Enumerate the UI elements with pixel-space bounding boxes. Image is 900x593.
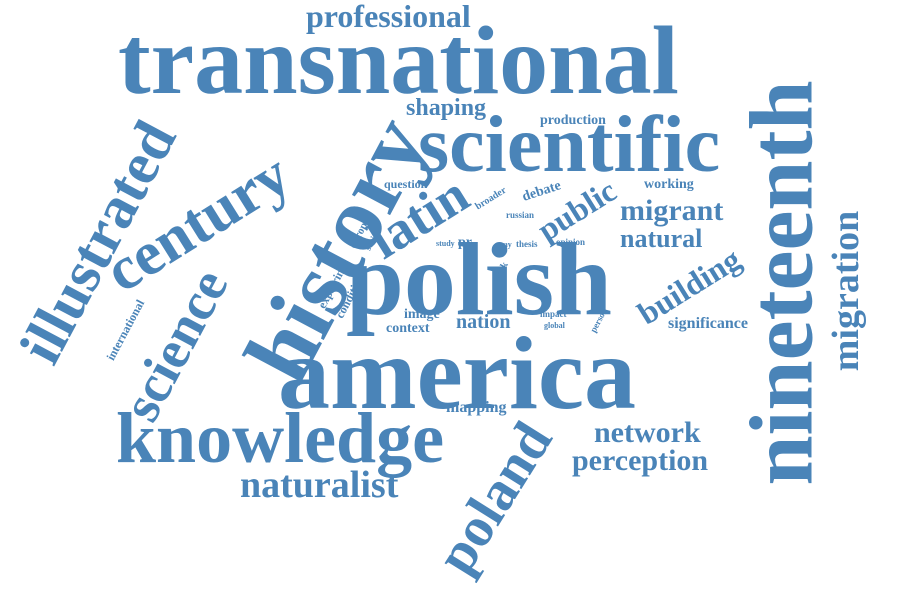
- word-role: role: [464, 260, 476, 268]
- word-professional: professional: [306, 0, 471, 34]
- word-nineteenth: nineteenth: [732, 80, 832, 486]
- word-context: context: [386, 321, 430, 336]
- word-mapping: mapping: [446, 399, 507, 416]
- word-image: image: [404, 307, 440, 322]
- word-scientific: scientific: [418, 101, 721, 189]
- word-pr: pr: [458, 235, 472, 250]
- word-america: america: [278, 316, 637, 431]
- word-migrant: migrant: [620, 194, 724, 227]
- word-case: case: [464, 251, 477, 259]
- word-question: question: [384, 177, 428, 191]
- word-study: study: [436, 239, 455, 248]
- word-perception: perception: [572, 444, 709, 477]
- word-nation: nation: [456, 311, 511, 333]
- word-poland: poland: [424, 411, 565, 585]
- word-global: global: [544, 321, 565, 330]
- word-polish: polish: [346, 222, 612, 337]
- word-russian: russian: [506, 210, 535, 220]
- word-significance: significance: [668, 315, 748, 332]
- word-network: network: [594, 416, 701, 449]
- word-opinion: opinion: [556, 237, 586, 247]
- word-broader: broader: [473, 184, 509, 213]
- word-migration: migration: [825, 210, 868, 372]
- word-natural: natural: [620, 224, 703, 253]
- word-way: way: [498, 240, 512, 249]
- word-thesis: thesis: [516, 239, 538, 249]
- word-production: production: [540, 113, 606, 128]
- word-knowledge: knowledge: [116, 398, 445, 478]
- word-naturalist: naturalist: [240, 464, 399, 506]
- word-shaping: shaping: [406, 95, 487, 121]
- word-working: working: [644, 177, 694, 192]
- word-impact: impact: [540, 309, 567, 319]
- word-transnational: transnational: [118, 7, 679, 115]
